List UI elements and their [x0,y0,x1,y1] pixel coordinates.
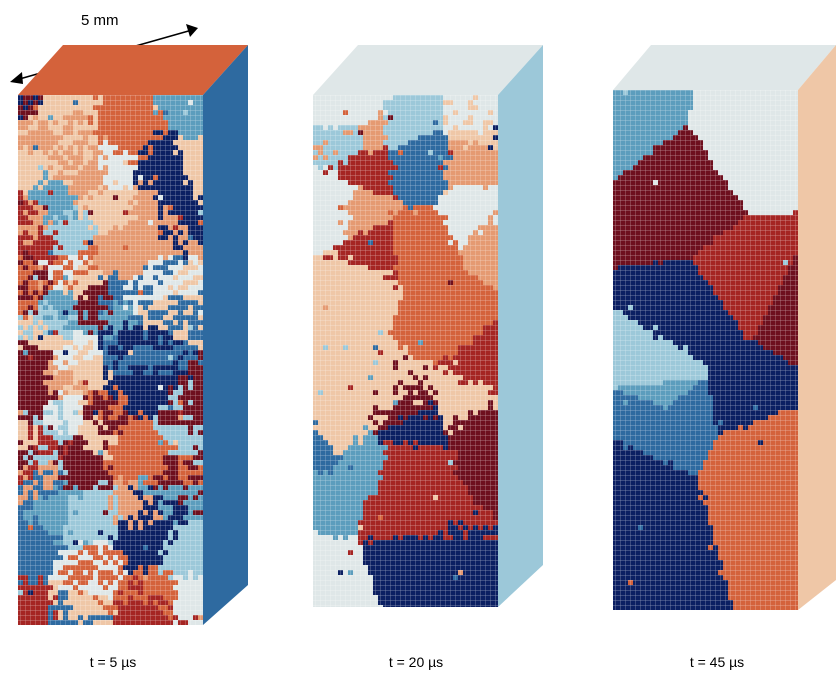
voxel-block-t5 [18,45,248,625]
voxel-block-t20 [313,45,543,607]
block-top-face [313,45,543,95]
block-side-face [498,45,543,607]
block-side-face [203,45,248,625]
block-top-face [18,45,248,95]
